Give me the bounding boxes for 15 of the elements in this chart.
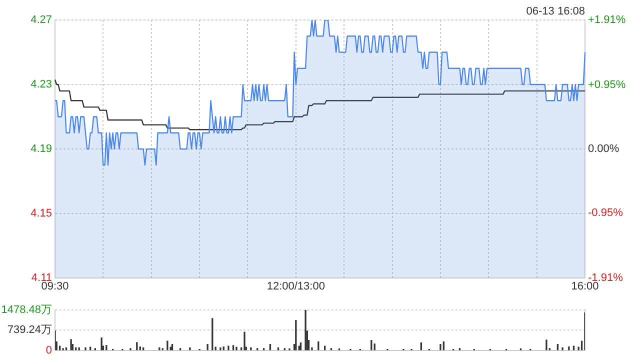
y2-tick-label: +0.95% bbox=[588, 78, 626, 91]
text: 06-13 16:08 bbox=[526, 6, 585, 18]
y-tick-label: 4.23 bbox=[30, 78, 52, 91]
y-tick-label: 0 bbox=[46, 344, 52, 356]
y2-tick-label: 0.00% bbox=[588, 143, 620, 156]
y2-tick-label: +1.91% bbox=[588, 14, 626, 26]
x-tick-label: 09:30 bbox=[41, 280, 69, 293]
y-tick-label: 739.24万 bbox=[7, 324, 52, 336]
y-tick-label: 1478.48万 bbox=[1, 304, 52, 316]
y-tick-label: 4.27 bbox=[30, 14, 52, 26]
y2-tick-label: -0.95% bbox=[588, 207, 624, 220]
y-tick-label: 4.15 bbox=[30, 208, 52, 220]
y-tick-label: 4.19 bbox=[30, 143, 52, 156]
x-tick-label: 16:00 bbox=[571, 280, 599, 293]
x-tick-label: 12:00/13:00 bbox=[266, 280, 325, 293]
